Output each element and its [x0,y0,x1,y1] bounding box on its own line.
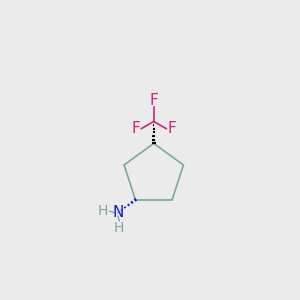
Text: F: F [168,121,176,136]
Text: H: H [114,221,124,235]
Text: H: H [97,204,108,218]
Text: F: F [131,121,140,136]
Text: N: N [112,205,124,220]
Text: F: F [149,93,158,108]
